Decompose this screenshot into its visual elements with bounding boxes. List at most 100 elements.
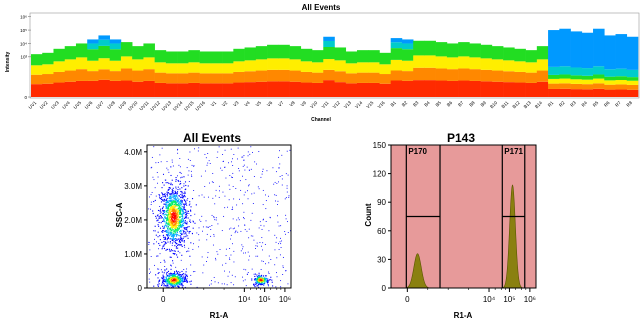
gate-P171[interactable]: P171 xyxy=(501,145,526,288)
scatter-point xyxy=(227,275,229,277)
scatter-point xyxy=(177,238,179,240)
scatter-point xyxy=(161,213,163,215)
scatter-point xyxy=(256,283,258,285)
scatter-point xyxy=(176,210,178,212)
heatmap-band xyxy=(581,84,594,90)
scatter-point xyxy=(166,191,168,193)
scatter-point xyxy=(176,227,178,229)
scatter-point xyxy=(170,194,172,196)
scatter-point xyxy=(186,167,188,169)
heatmap-band xyxy=(143,57,155,70)
scatter-point xyxy=(155,234,157,236)
scatter-point xyxy=(157,219,159,221)
scatter-point xyxy=(180,190,182,193)
heatmap-band xyxy=(233,61,245,72)
heatmap-band xyxy=(267,58,279,70)
scatter-point xyxy=(247,155,249,157)
scatter-point xyxy=(248,184,250,186)
scatter-x-label: R1-A xyxy=(210,311,229,320)
scatter-point xyxy=(174,206,177,208)
scatter-point xyxy=(281,178,283,180)
gate-P170[interactable]: P170 xyxy=(405,145,441,288)
heatmap-column-R5 xyxy=(593,28,605,97)
heatmap-column-V11 xyxy=(323,36,335,97)
scatter-point xyxy=(163,278,165,280)
scatter-point xyxy=(165,249,167,251)
heatmap-x-tick-label: UV5 xyxy=(73,100,83,110)
scatter-point xyxy=(259,283,261,285)
scatter-point xyxy=(165,278,167,280)
scatter-point xyxy=(212,244,214,246)
scatter-point xyxy=(170,184,172,186)
scatter-point xyxy=(179,183,181,185)
heatmap-band xyxy=(222,51,234,64)
scatter-point xyxy=(172,201,174,203)
scatter-point xyxy=(178,284,180,286)
heatmap-band xyxy=(64,81,77,97)
scatter-point xyxy=(170,216,172,218)
scatter-point xyxy=(233,250,235,252)
scatter-point xyxy=(172,234,174,236)
scatter-point xyxy=(180,277,182,279)
scatter-point xyxy=(171,207,173,210)
heatmap-y-label: Intensity xyxy=(5,52,11,73)
scatter-point xyxy=(177,209,179,212)
scatter-point xyxy=(265,194,266,196)
heatmap-band xyxy=(165,51,178,64)
scatter-point xyxy=(178,282,180,284)
scatter-point xyxy=(185,214,187,216)
scatter-point xyxy=(262,204,264,206)
scatter-point xyxy=(161,248,163,250)
scatter-point xyxy=(167,241,169,243)
scatter-point xyxy=(168,212,170,214)
scatter-point xyxy=(175,192,177,194)
scatter-point xyxy=(167,275,169,277)
scatter-point xyxy=(262,280,264,282)
scatter-point xyxy=(262,219,264,221)
heatmap-band xyxy=(199,73,212,84)
scatter-point xyxy=(170,227,172,229)
scatter-point xyxy=(165,207,167,209)
scatter-point xyxy=(162,274,164,276)
scatter-point xyxy=(174,205,177,207)
scatter-point xyxy=(173,282,175,284)
scatter-point xyxy=(181,221,183,223)
scatter-point xyxy=(161,231,163,233)
scatter-point xyxy=(165,201,167,203)
scatter-point xyxy=(178,228,180,230)
heatmap-band xyxy=(559,88,571,97)
heatmap-column-V4 xyxy=(244,47,257,97)
scatter-point xyxy=(173,280,175,282)
scatter-point xyxy=(179,284,181,286)
scatter-point xyxy=(254,275,256,278)
scatter-point xyxy=(172,209,174,211)
scatter-point xyxy=(231,209,233,210)
scatter-point xyxy=(264,277,266,279)
scatter-point xyxy=(169,203,171,205)
scatter-point xyxy=(217,151,219,153)
scatter-point xyxy=(175,202,177,204)
scatter-point xyxy=(176,278,178,280)
scatter-point xyxy=(171,229,173,231)
scatter-point xyxy=(171,218,173,220)
scatter-point xyxy=(175,208,177,210)
scatter-point xyxy=(181,281,183,283)
scatter-point xyxy=(200,175,202,177)
scatter-point xyxy=(172,205,174,207)
scatter-x-tick-label: 10⁴ xyxy=(238,295,251,304)
scatter-point xyxy=(243,194,245,196)
scatter-point xyxy=(174,274,177,276)
scatter-point xyxy=(179,213,181,215)
scatter-point xyxy=(181,239,183,241)
scatter-point xyxy=(224,166,226,168)
scatter-point xyxy=(183,268,185,270)
scatter-x-tick-label: 10⁶ xyxy=(279,295,291,304)
heatmap-band xyxy=(626,84,639,90)
scatter-point xyxy=(177,214,179,216)
scatter-point xyxy=(161,271,163,273)
heatmap-band xyxy=(435,42,448,57)
scatter-point xyxy=(167,237,169,240)
heatmap-band xyxy=(278,81,290,97)
scatter-point xyxy=(260,245,262,247)
heatmap-column-V8 xyxy=(289,46,302,97)
